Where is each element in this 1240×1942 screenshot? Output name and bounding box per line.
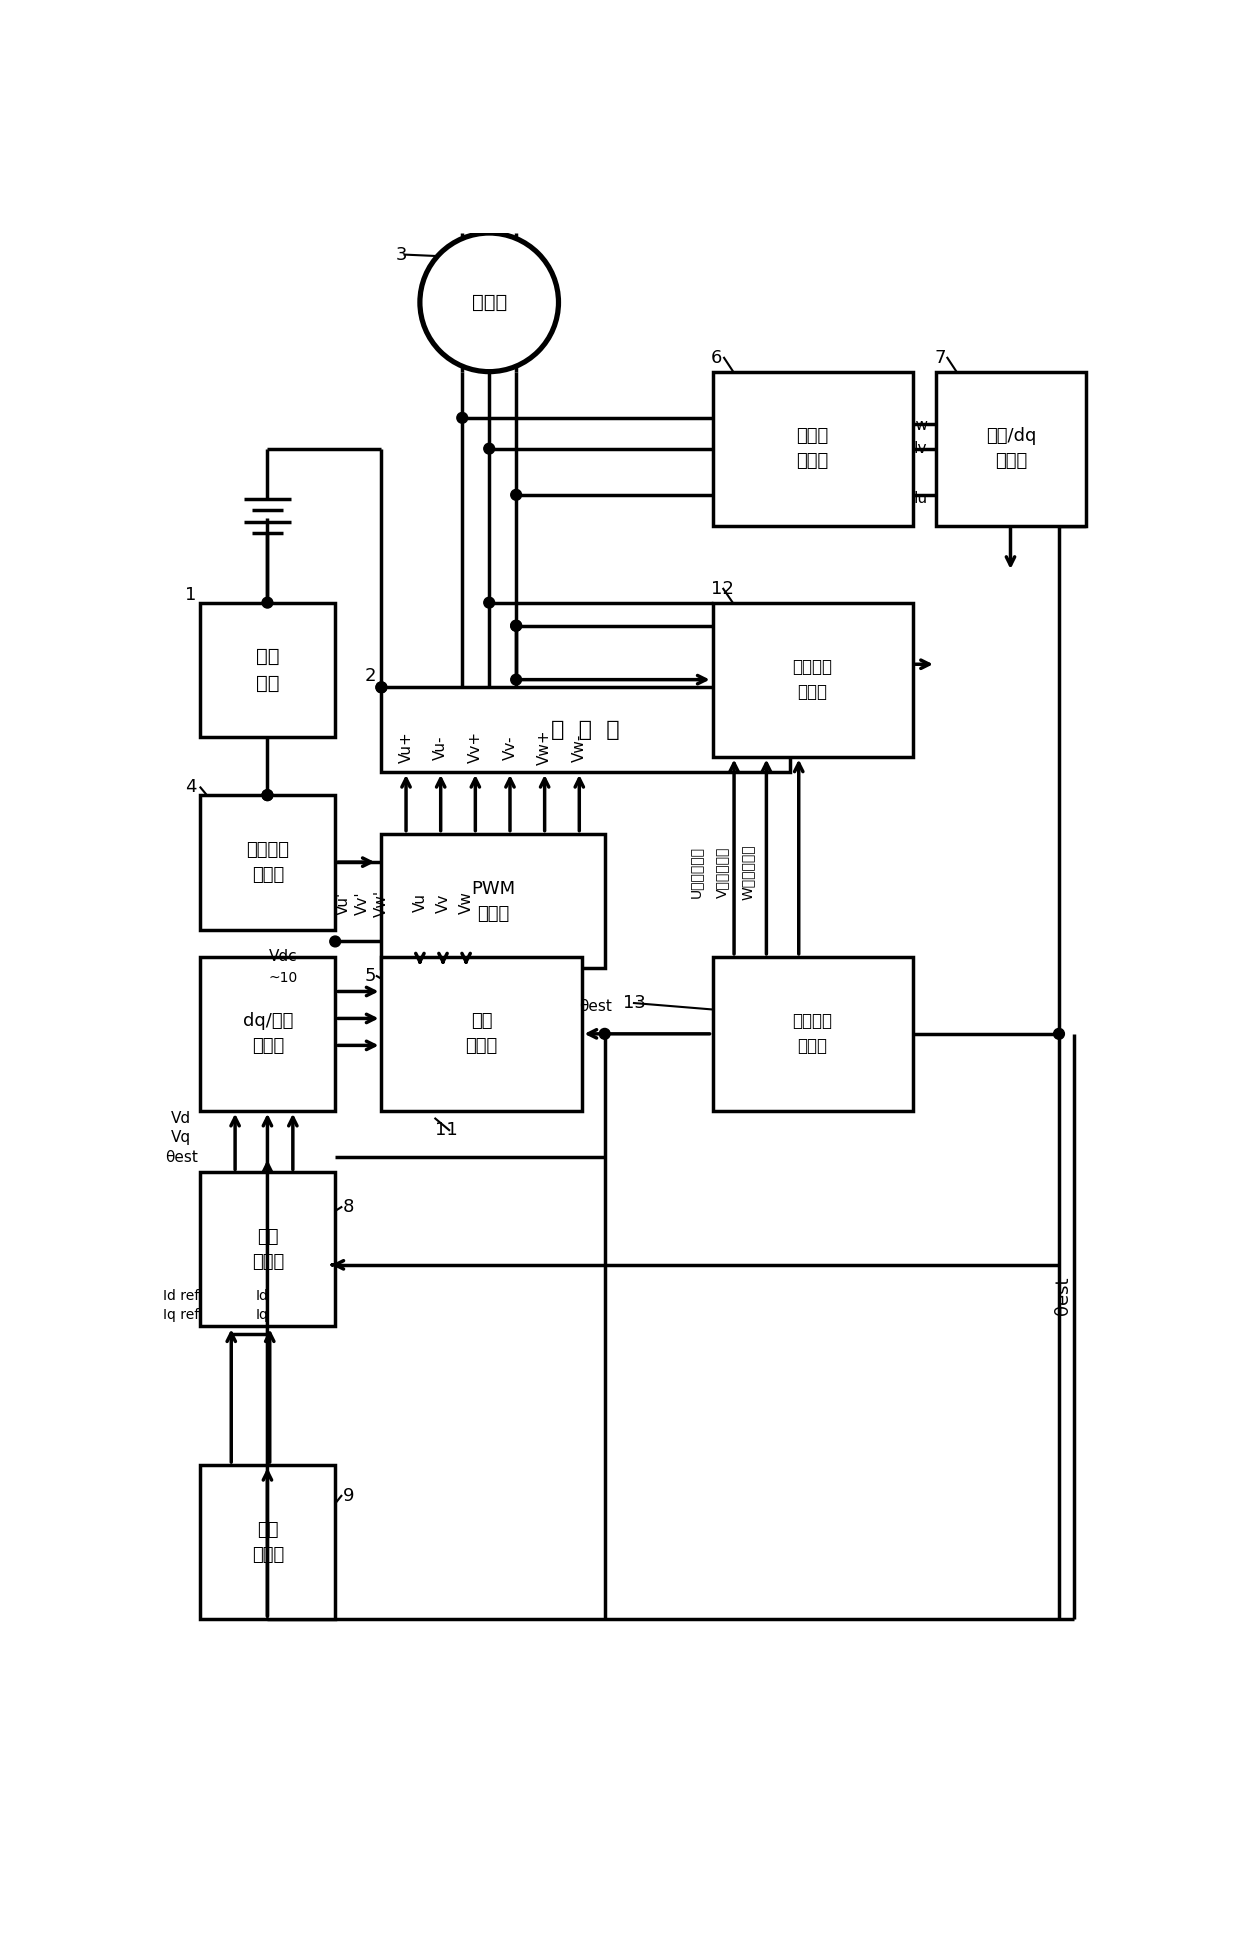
Text: 4: 4 [185, 779, 197, 796]
Text: Iq: Iq [255, 1307, 269, 1323]
Circle shape [376, 682, 387, 693]
Text: Vu: Vu [413, 893, 428, 913]
Text: 3: 3 [396, 245, 407, 264]
Text: 断相
决定部: 断相 决定部 [465, 1012, 497, 1055]
Text: 逆  变  器: 逆 变 器 [551, 720, 620, 740]
Bar [382, 833, 605, 969]
Text: 7: 7 [934, 350, 946, 367]
Bar [713, 957, 913, 1111]
Circle shape [1054, 1029, 1064, 1039]
Text: Vw+: Vw+ [537, 730, 552, 765]
Text: Vw: Vw [459, 891, 474, 915]
Text: 12: 12 [711, 581, 734, 598]
Text: 直流
电源: 直流 电源 [257, 647, 279, 693]
Text: V相断相电压: V相断相电压 [714, 847, 729, 897]
Text: θest: θest [165, 1150, 197, 1165]
Bar [936, 371, 1086, 526]
Text: 断相电压
检测部: 断相电压 检测部 [792, 658, 832, 701]
Circle shape [262, 790, 273, 800]
Bar [201, 957, 335, 1111]
Circle shape [262, 790, 273, 800]
Bar [201, 794, 335, 930]
Circle shape [330, 936, 341, 948]
Text: 2: 2 [365, 666, 376, 686]
Text: θest: θest [579, 1000, 611, 1014]
Text: 电动机: 电动机 [471, 293, 507, 313]
Text: Vv-: Vv- [502, 736, 517, 759]
Text: ~10: ~10 [268, 971, 298, 985]
Bar [201, 1464, 335, 1620]
Text: Vv+: Vv+ [467, 732, 482, 763]
Text: 8: 8 [343, 1198, 355, 1216]
Bar [713, 602, 913, 757]
Circle shape [456, 412, 467, 423]
Circle shape [420, 233, 558, 371]
Circle shape [484, 598, 495, 608]
Text: 旋转位置
推断部: 旋转位置 推断部 [792, 1012, 832, 1055]
Text: Vw': Vw' [374, 889, 389, 917]
Text: 电流
指令部: 电流 指令部 [252, 1521, 284, 1563]
Circle shape [262, 598, 273, 608]
Bar [382, 687, 790, 773]
Text: 13: 13 [624, 994, 646, 1012]
Text: Vu+: Vu+ [398, 732, 413, 763]
Text: W相断相电压: W相断相电压 [742, 845, 755, 899]
Text: 相电流
检测部: 相电流 检测部 [796, 427, 828, 470]
Text: θest: θest [1054, 1276, 1071, 1315]
Text: Id: Id [255, 1289, 269, 1303]
Text: Vd: Vd [171, 1111, 191, 1126]
Text: Iq ref: Iq ref [164, 1307, 200, 1323]
Text: Iu: Iu [914, 491, 928, 507]
Circle shape [511, 619, 522, 631]
Text: Vw-: Vw- [572, 734, 587, 761]
Circle shape [511, 619, 522, 631]
Text: 三相/dq
转换部: 三相/dq 转换部 [986, 427, 1037, 470]
Text: PWM
生成部: PWM 生成部 [471, 880, 515, 922]
Circle shape [376, 682, 387, 693]
Text: Vu-: Vu- [433, 736, 448, 759]
Text: Vv': Vv' [355, 891, 370, 915]
Text: 11: 11 [435, 1121, 458, 1140]
Circle shape [511, 674, 522, 686]
Text: 9: 9 [343, 1488, 355, 1505]
Text: Iw: Iw [911, 418, 929, 433]
Text: 1: 1 [185, 586, 196, 604]
Text: Vq: Vq [171, 1130, 191, 1146]
Text: U相断相电压: U相断相电压 [688, 847, 703, 897]
Bar [382, 957, 582, 1111]
Text: 6: 6 [711, 350, 723, 367]
Text: dq/三相
转换部: dq/三相 转换部 [243, 1012, 293, 1055]
Text: Vv: Vv [435, 893, 450, 913]
Bar [201, 1173, 335, 1326]
Text: Vdc: Vdc [269, 950, 298, 965]
Circle shape [599, 1029, 610, 1039]
Text: 5: 5 [365, 967, 376, 985]
Text: Vu': Vu' [335, 891, 351, 915]
Bar [713, 371, 913, 526]
Text: Iv: Iv [914, 441, 928, 456]
Text: Id ref: Id ref [164, 1289, 200, 1303]
Text: 电流
控制部: 电流 控制部 [252, 1227, 284, 1270]
Text: 直流电压
检测部: 直流电压 检测部 [247, 841, 289, 884]
Circle shape [484, 443, 495, 454]
Circle shape [511, 489, 522, 501]
Bar [201, 602, 335, 738]
